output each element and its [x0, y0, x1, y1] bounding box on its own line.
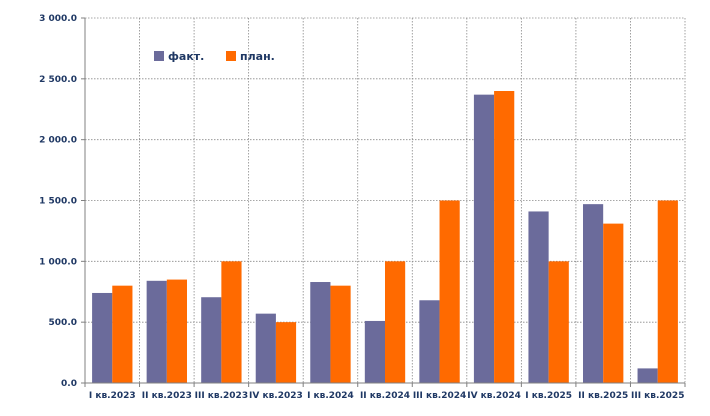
y-tick-label: 500.0: [49, 318, 77, 328]
x-tick-label: II кв.2024: [360, 391, 410, 401]
bar-fact: [255, 313, 276, 383]
y-tick-label: 3 000.0: [39, 14, 77, 24]
x-tick-label: I кв.2023: [89, 391, 136, 401]
bar-fact: [146, 280, 167, 383]
x-tick-label: II кв.2023: [142, 391, 192, 401]
bar-plan: [439, 200, 460, 383]
bar-plan: [275, 322, 297, 383]
y-tick-label: 1 000.0: [39, 257, 77, 267]
bar-plan: [166, 279, 187, 383]
x-tick-label: III кв.2025: [631, 391, 684, 401]
x-tick-label: III кв.2023: [195, 391, 248, 401]
bars: [92, 91, 678, 384]
x-tick-label: I кв.2024: [307, 391, 354, 401]
y-tick-label: 2 000.0: [39, 136, 77, 146]
bar-fact: [583, 204, 604, 383]
y-tick-label: 1 500.0: [39, 197, 77, 207]
x-tick-label: I кв.2025: [525, 391, 572, 401]
legend-label-fact: факт.: [168, 50, 204, 63]
y-axis-ticks: 0.0 500.0 1 000.0 1 500.0 2 000.0 2 500.0 3 00…: [39, 14, 77, 389]
bar-fact: [310, 282, 331, 383]
x-tick-label: IV кв.2024: [467, 391, 521, 401]
y-tick-label: 2 500.0: [39, 75, 77, 85]
bar-fact: [92, 292, 113, 383]
bar-plan: [548, 261, 569, 383]
x-tick-label: II кв.2025: [578, 391, 628, 401]
bar-plan: [330, 285, 351, 383]
y-tick-label: 0.0: [61, 379, 77, 389]
legend-label-plan: план.: [240, 50, 275, 63]
legend-swatch-fact: [154, 51, 164, 61]
bar-plan: [221, 261, 242, 383]
x-axis-ticks: I кв.2023 II кв.2023 III кв.2023 IV кв.2023…: [89, 391, 685, 401]
legend: факт. план.: [154, 50, 275, 63]
bar-plan: [657, 200, 678, 383]
bar-fact: [419, 300, 440, 383]
bar-fact: [364, 320, 385, 383]
legend-swatch-plan: [226, 51, 236, 61]
x-tick-label: III кв.2024: [413, 391, 466, 401]
bar-plan: [494, 91, 515, 383]
x-tick-label: IV кв.2023: [249, 391, 303, 401]
bar-fact: [637, 368, 658, 383]
bar-fact: [528, 211, 549, 383]
bar-plan: [385, 261, 406, 383]
bar-fact: [473, 94, 495, 384]
bar-plan: [112, 285, 133, 383]
bar-fact: [201, 297, 222, 383]
bar-plan: [603, 223, 624, 383]
axes: [81, 17, 686, 387]
